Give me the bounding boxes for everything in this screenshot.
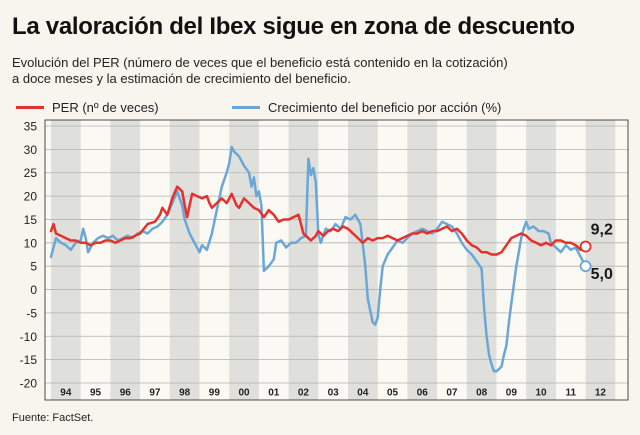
x-tick-label-05: 05	[387, 388, 399, 399]
x-tick-label-97: 97	[149, 388, 161, 399]
plot-frame	[44, 119, 629, 401]
x-tick-label-03: 03	[328, 388, 340, 399]
year-band-98	[169, 120, 200, 400]
year-band-08	[466, 120, 497, 400]
y-tick-label--10: -10	[20, 330, 38, 344]
x-tick-label-94: 94	[60, 388, 72, 399]
y-tick-label-15: 15	[24, 213, 38, 227]
legend-label-per: PER (nº de veces)	[52, 100, 159, 115]
source-note: Fuente: FactSet.	[12, 412, 94, 424]
x-tick-label-01: 01	[268, 388, 280, 399]
x-tick-label-09: 09	[506, 388, 518, 399]
x-tick-label-02: 02	[298, 388, 310, 399]
chart-title: La valoración del Ibex sigue en zona de …	[12, 13, 575, 40]
y-tick-label-0: 0	[30, 283, 37, 297]
y-tick-label-5: 5	[30, 260, 37, 274]
year-band-00	[229, 120, 259, 400]
chart-subtitle-line-1: Evolución del PER (número de veces que e…	[12, 55, 508, 70]
legend-swatch-per	[16, 106, 44, 109]
y-tick-label-20: 20	[24, 190, 38, 204]
year-band-02	[288, 120, 319, 400]
year-band-06	[407, 120, 438, 400]
x-tick-label-11: 11	[565, 388, 576, 399]
x-tick-label-98: 98	[179, 388, 191, 399]
y-tick-label--5: -5	[26, 306, 37, 320]
end-marker-crecimiento-beneficio	[579, 260, 592, 273]
year-band-12	[585, 120, 616, 400]
y-tick-label--15: -15	[20, 353, 38, 367]
series-lines	[49, 145, 587, 373]
end-annotations: 9,2 5,0	[579, 222, 613, 283]
x-tick-label-04: 04	[357, 388, 369, 399]
x-axis-labels: 94 95 96 97 98 99 00 01 02 03 04 05 06 07 08 09 10 11 12	[60, 388, 606, 399]
y-tick-label-30: 30	[24, 143, 38, 157]
end-label-crecimiento-beneficio: 5,0	[591, 266, 613, 283]
x-tick-label-12: 12	[595, 388, 607, 399]
y-gridlines	[45, 125, 628, 384]
y-tick-label-25: 25	[24, 166, 38, 180]
y-tick-label-10: 10	[24, 236, 38, 250]
x-tick-label-95: 95	[90, 388, 102, 399]
chart-subtitle-line-2: a doce meses y la estimación de crecimie…	[12, 71, 351, 86]
x-tick-label-99: 99	[209, 388, 221, 399]
series-line-per	[49, 185, 587, 256]
year-band-96	[110, 120, 141, 400]
end-label-per: 9,2	[591, 222, 613, 239]
x-tick-label-07: 07	[446, 388, 458, 399]
y-tick-label-35: 35	[24, 120, 38, 134]
x-tick-label-10: 10	[535, 388, 547, 399]
y-axis-labels: 35 30 25 20 15 10 5 0 -5 -10 -15 -20	[20, 120, 38, 391]
year-band-94	[51, 120, 81, 400]
year-band-04	[348, 120, 378, 400]
x-tick-label-96: 96	[120, 388, 132, 399]
legend-swatch-crecimiento-beneficio	[232, 106, 260, 109]
plot-background	[45, 120, 628, 400]
x-tick-label-08: 08	[476, 388, 488, 399]
x-tick-label-06: 06	[417, 388, 429, 399]
end-marker-per	[579, 240, 592, 253]
legend-label-crecimiento-beneficio: Crecimiento del beneficio por acción (%)	[268, 100, 502, 115]
year-band-10	[526, 120, 556, 400]
x-tick-label-00: 00	[238, 388, 250, 399]
y-tick-label--20: -20	[20, 377, 38, 391]
